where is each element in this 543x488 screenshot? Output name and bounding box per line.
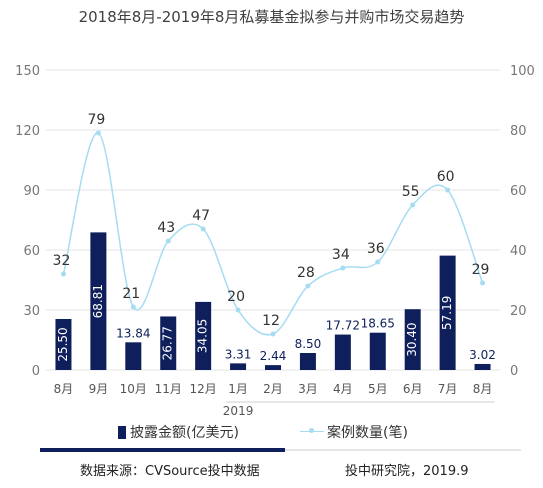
legend-bar-swatch: [118, 426, 126, 439]
bar: [195, 301, 212, 370]
line-value-label: 29: [472, 262, 490, 278]
line-point: [480, 280, 486, 286]
y-right-tick-label: 60: [510, 184, 527, 199]
y-right-tick-label: 20: [510, 304, 527, 319]
chart-title: 2018年8月-2019年8月私募基金拟参与并购市场交易趋势: [78, 8, 465, 26]
line-point: [305, 283, 311, 289]
y-left-tick-label: 60: [23, 244, 40, 259]
x-tick-label: 4月: [333, 382, 353, 396]
x-tick-label: 10月: [120, 382, 147, 396]
bar-value-label: 3.02: [469, 348, 496, 362]
line-point: [410, 202, 416, 208]
line-point: [270, 331, 276, 337]
bar: [299, 353, 316, 370]
line-point: [445, 187, 451, 193]
x-tick-label: 12月: [190, 382, 217, 396]
bar: [55, 319, 72, 370]
data-source: 数据来源：CVSource投中数据: [80, 464, 260, 479]
line-value-label: 43: [157, 220, 175, 236]
line-value-label: 32: [53, 253, 71, 269]
bar-value-label: 30.40: [405, 322, 419, 356]
line-point: [130, 304, 136, 310]
bar: [230, 363, 247, 370]
year-label: 2019: [223, 404, 254, 418]
y-left-tick-label: 120: [15, 124, 40, 139]
bar-value-label: 18.65: [361, 317, 395, 331]
line-value-label: 36: [367, 241, 385, 257]
y-right-tick-label: 80: [510, 124, 527, 139]
y-left-tick-label: 150: [15, 64, 40, 79]
y-right-tick-label: 100: [510, 64, 535, 79]
bar: [369, 332, 386, 370]
bar: [474, 363, 491, 370]
x-tick-label: 7月: [438, 382, 458, 396]
legend-bar-label: 披露金额(亿美元): [130, 425, 239, 441]
x-tick-label: 5月: [368, 382, 388, 396]
y-left-tick-label: 0: [32, 364, 40, 379]
x-tick-label: 1月: [228, 382, 248, 396]
legend-line-label: 案例数量(笔): [327, 425, 408, 441]
x-tick-label: 3月: [298, 382, 318, 396]
bar-value-label: 57.19: [440, 296, 454, 330]
footer-divider-light: [285, 449, 521, 451]
line-point: [200, 226, 206, 232]
line-value-label: 47: [192, 208, 210, 224]
bar: [160, 316, 177, 370]
line-point: [340, 265, 346, 271]
line-value-label: 55: [402, 184, 420, 200]
bar: [265, 365, 281, 370]
line-value-label: 79: [87, 112, 105, 128]
bar: [404, 309, 421, 370]
bar-value-label: 17.72: [326, 319, 360, 333]
line-point: [165, 238, 171, 244]
y-left-tick-label: 90: [23, 184, 40, 199]
x-tick-label: 6月: [403, 382, 423, 396]
bar-value-label: 34.05: [196, 319, 210, 353]
bar-value-label: 68.81: [91, 284, 105, 318]
bar: [125, 342, 142, 370]
line-point: [235, 307, 241, 313]
footer-divider-dark: [40, 448, 285, 452]
x-tick-label: 9月: [89, 382, 109, 396]
y-right-tick-label: 0: [510, 364, 518, 379]
line-value-label: 60: [437, 169, 455, 185]
count-line: [62, 132, 484, 336]
chart-canvas: 0 30 60 90 120 150 0 20 40 60 80 100 25.50 68.81 13.84…: [15, 64, 535, 418]
bar: [439, 255, 456, 370]
bar-value-label: 13.84: [116, 326, 150, 340]
research-institute: 投中研究院，2019.9: [345, 464, 469, 479]
bar: [334, 334, 351, 370]
legend-line-marker: [309, 428, 314, 433]
y-right-tick-label: 40: [510, 244, 527, 259]
x-tick-label: 8月: [54, 382, 74, 396]
bar-value-label: 3.31: [225, 347, 252, 361]
bar-value-label: 8.50: [295, 337, 322, 351]
chart-legend: 披露金额(亿美元) 案例数量(笔): [0, 420, 543, 444]
bar: [90, 232, 107, 370]
x-tick-label: 11月: [155, 382, 182, 396]
line-point: [60, 271, 66, 277]
y-left-tick-label: 30: [23, 304, 40, 319]
line-point: [375, 259, 381, 265]
line-point: [95, 130, 101, 136]
line-value-label: 21: [122, 286, 140, 302]
bar-value-label: 2.44: [260, 349, 287, 363]
line-value-label: 12: [262, 313, 280, 329]
bar-value-label: 25.50: [56, 327, 70, 361]
line-value-label: 28: [297, 265, 315, 281]
x-tick-label: 8月: [473, 382, 493, 396]
line-value-label: 34: [332, 247, 350, 263]
bar-value-label: 26.77: [161, 326, 175, 360]
line-value-label: 20: [227, 289, 245, 305]
x-tick-label: 2月: [263, 382, 283, 396]
